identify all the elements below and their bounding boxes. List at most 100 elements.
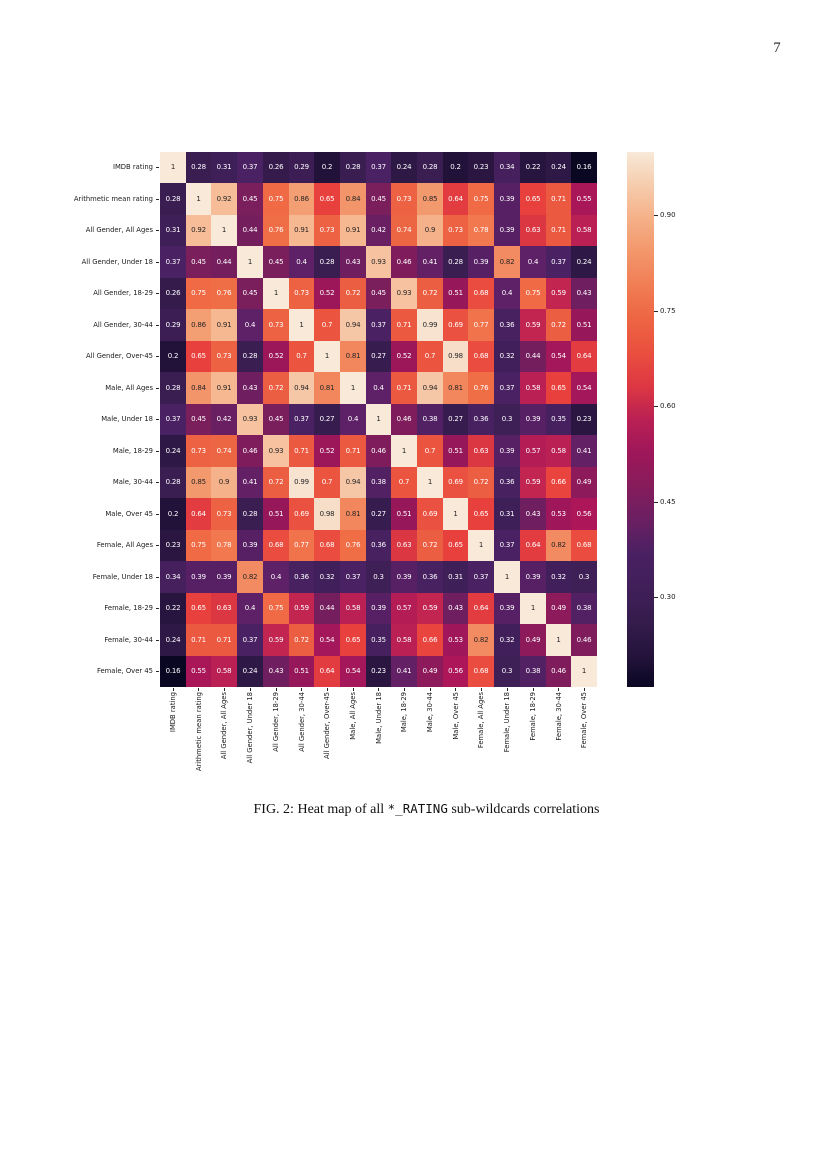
heatmap-cell: 0.42 — [366, 215, 391, 246]
heatmap-cell: 0.4 — [289, 246, 314, 278]
heatmap-cell: 0.23 — [160, 530, 186, 561]
heatmap-cell: 0.64 — [520, 530, 546, 561]
heatmap-cell: 0.53 — [443, 624, 468, 656]
heatmap-cell: 0.75 — [520, 278, 546, 309]
x-axis-tick — [429, 688, 431, 691]
heatmap-cell: 0.69 — [289, 498, 314, 530]
heatmap-cell: 0.39 — [520, 404, 546, 435]
heatmap-cell: 0.29 — [160, 309, 186, 341]
heatmap-cell: 0.75 — [263, 183, 289, 215]
heatmap-cell: 0.76 — [263, 215, 289, 246]
heatmap-cell: 0.37 — [160, 246, 186, 278]
heatmap-cell: 0.38 — [520, 656, 546, 687]
heatmap-cell: 0.82 — [468, 624, 494, 656]
heatmap-cell: 0.77 — [289, 530, 314, 561]
heatmap-cell: 0.57 — [391, 593, 417, 624]
x-axis-label: Male, Over 45 — [451, 692, 460, 740]
figure-2-heatmap: IMDB rating Arithmetic mean rating All Gen… — [74, 152, 676, 771]
heatmap-cell: 0.28 — [237, 498, 263, 530]
heatmap-cell: 0.49 — [571, 467, 597, 498]
y-axis-label: Female, Over 45 — [96, 667, 153, 675]
heatmap-cell: 1 — [340, 372, 366, 404]
heatmap-cell: 0.66 — [417, 624, 443, 656]
heatmap-cell: 0.2 — [443, 152, 468, 183]
heatmap-cell: 0.72 — [417, 278, 443, 309]
x-axis-tick — [249, 688, 251, 691]
heatmap-cell: 0.36 — [417, 561, 443, 593]
y-axis-tick — [156, 419, 159, 420]
heatmap-cell: 0.46 — [391, 246, 417, 278]
heatmap-cell: 0.58 — [391, 624, 417, 656]
heatmap-cell: 0.2 — [314, 152, 340, 183]
heatmap-cell: 0.28 — [160, 183, 186, 215]
heatmap-cell: 0.55 — [571, 183, 597, 215]
heatmap-cell: 0.63 — [391, 530, 417, 561]
heatmap-cell: 0.91 — [211, 372, 237, 404]
heatmap-cell: 0.71 — [391, 372, 417, 404]
heatmap-cell: 0.73 — [211, 498, 237, 530]
heatmap-cell: 0.94 — [340, 467, 366, 498]
heatmap-cell: 0.65 — [314, 183, 340, 215]
heatmap-cell: 0.31 — [211, 152, 237, 183]
heatmap-cell: 0.37 — [237, 152, 263, 183]
y-axis-tick — [156, 576, 159, 578]
heatmap-cell: 0.38 — [571, 593, 597, 624]
heatmap-cell: 0.65 — [186, 593, 211, 624]
heatmap-cell: 0.4 — [494, 278, 520, 309]
heatmap-cell: 0.46 — [237, 435, 263, 467]
heatmap-cell: 0.51 — [391, 498, 417, 530]
heatmap-cell: 0.91 — [211, 309, 237, 341]
heatmap-cell: 0.71 — [546, 183, 571, 215]
x-axis-label: IMDB rating — [169, 692, 177, 733]
heatmap-cell: 0.36 — [494, 467, 520, 498]
heatmap-cell: 0.4 — [520, 246, 546, 278]
heatmap-cell: 0.63 — [520, 215, 546, 246]
heatmap-cell: 0.81 — [443, 372, 468, 404]
y-axis-tick — [156, 513, 159, 515]
heatmap-cell: 0.36 — [366, 530, 391, 561]
heatmap-cell: 0.75 — [468, 183, 494, 215]
heatmap-cell: 0.68 — [263, 530, 289, 561]
heatmap-cell: 0.72 — [468, 467, 494, 498]
heatmap-cell: 1 — [391, 435, 417, 467]
y-axis-label: All Gender, Over-45 — [86, 352, 153, 360]
heatmap-cell: 0.64 — [443, 183, 468, 215]
heatmap-cell: 0.75 — [186, 530, 211, 561]
y-axis-tick — [156, 324, 159, 326]
heatmap-cell: 0.82 — [494, 246, 520, 278]
heatmap-cell: 0.37 — [237, 624, 263, 656]
heatmap-cell: 0.68 — [468, 278, 494, 309]
heatmap-cell: 1 — [160, 152, 186, 183]
heatmap-cell: 0.86 — [289, 183, 314, 215]
heatmap-cell: 0.37 — [494, 530, 520, 561]
heatmap-cell: 0.81 — [314, 372, 340, 404]
heatmap-cell: 0.26 — [263, 152, 289, 183]
heatmap-cell: 0.28 — [160, 372, 186, 404]
x-axis-tick — [198, 688, 199, 691]
page-number: 7 — [773, 40, 781, 56]
y-axis-label: Female, 30-44 — [104, 636, 153, 644]
x-axis-label: Female, All Ages — [477, 692, 485, 749]
heatmap-cell: 0.34 — [494, 152, 520, 183]
y-axis-tick — [156, 261, 159, 263]
heatmap-cell: 0.64 — [186, 498, 211, 530]
heatmap-cell: 0.58 — [571, 215, 597, 246]
colorbar-tick — [654, 406, 658, 408]
heatmap-cell: 0.28 — [443, 246, 468, 278]
heatmap-cell: 0.32 — [314, 561, 340, 593]
heatmap-cell: 0.99 — [417, 309, 443, 341]
heatmap-cell: 0.28 — [340, 152, 366, 183]
heatmap-cell: 0.57 — [520, 435, 546, 467]
heatmap-cell: 0.43 — [237, 372, 263, 404]
heatmap-cell: 0.28 — [417, 152, 443, 183]
heatmap-cell: 0.63 — [468, 435, 494, 467]
heatmap-cell: 0.72 — [417, 530, 443, 561]
heatmap-cell: 0.56 — [571, 498, 597, 530]
heatmap-cell: 0.64 — [468, 593, 494, 624]
y-axis-tick — [156, 230, 159, 231]
heatmap-cell: 0.52 — [314, 278, 340, 309]
heatmap-cell: 0.37 — [289, 404, 314, 435]
heatmap-cell: 0.64 — [571, 341, 597, 372]
heatmap-cell: 0.44 — [211, 246, 237, 278]
heatmap-cell: 0.7 — [417, 435, 443, 467]
